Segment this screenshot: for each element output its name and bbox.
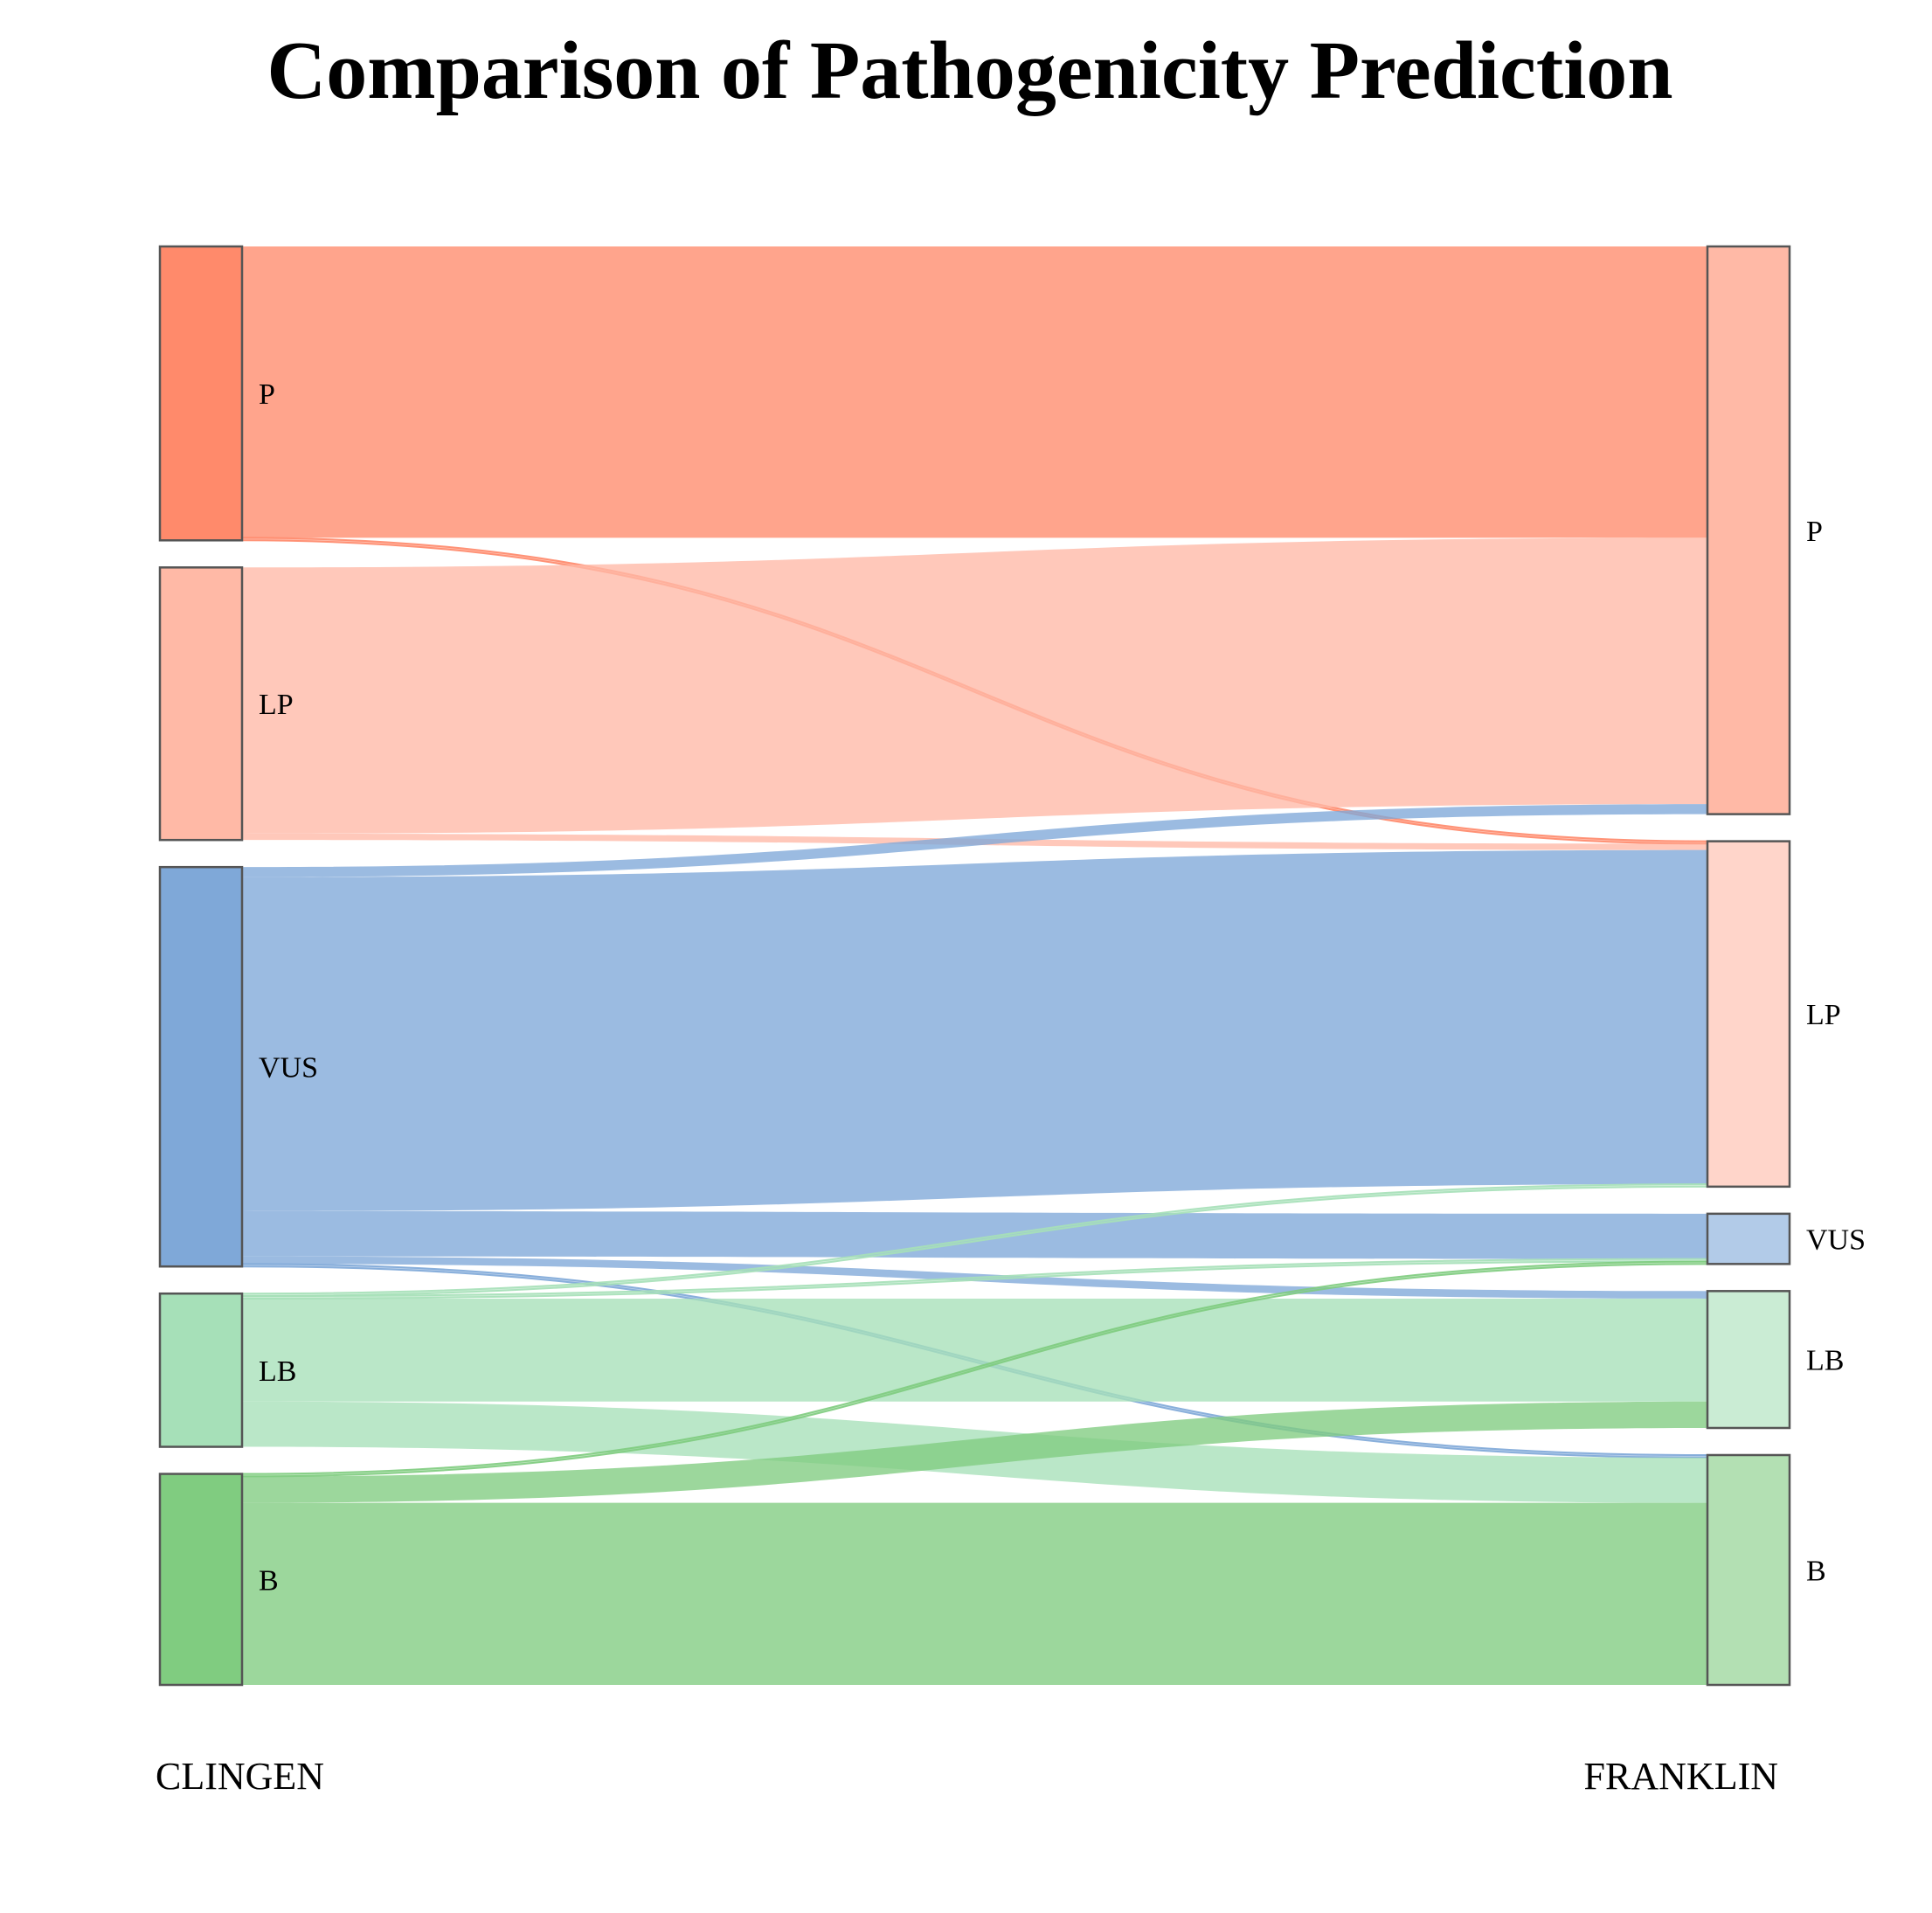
right-node-label-b: B <box>1806 1555 1826 1587</box>
labels-layer: P LP VUS LB B P LP VUS LB B <box>259 378 1866 1597</box>
sankey-link-vus-to-vus <box>242 1210 1707 1259</box>
right-node-label-lb: LB <box>1806 1345 1844 1377</box>
right-node-p <box>1706 245 1791 815</box>
chart-title: Comparison of Pathogenicity Prediction <box>267 25 1672 116</box>
right-node-vus <box>1706 1212 1791 1265</box>
links-layer <box>241 246 1708 1685</box>
sankey-link-b-to-b <box>242 1502 1707 1685</box>
nodes-layer <box>158 245 1791 1687</box>
sankey-link-vus-to-p <box>242 804 1707 877</box>
left-node-label-vus: VUS <box>259 1052 318 1085</box>
left-node-label-lb: LB <box>259 1355 296 1388</box>
right-node-label-lp: LP <box>1806 999 1841 1031</box>
right-node-label-vus: VUS <box>1806 1224 1866 1257</box>
sankey-link-p-to-p <box>242 246 1707 538</box>
right-node-lp <box>1706 840 1791 1189</box>
right-node-label-p: P <box>1806 516 1823 548</box>
right-node-b <box>1706 1453 1791 1687</box>
left-node-label-b: B <box>259 1564 279 1597</box>
sankey-link-lb-to-lb <box>242 1298 1707 1402</box>
right-axis-label: FRANKLIN <box>1584 1755 1778 1798</box>
left-node-label-lp: LP <box>259 689 294 721</box>
left-node-b <box>158 1473 244 1687</box>
sankey-link-b-to-lb <box>242 1401 1707 1503</box>
left-node-label-p: P <box>259 378 275 411</box>
sankey-link-vus-to-lp <box>242 849 1707 1211</box>
left-node-lb <box>158 1292 244 1448</box>
left-axis-label: CLINGEN <box>156 1755 324 1798</box>
left-node-vus <box>158 865 244 1268</box>
left-node-p <box>158 245 244 542</box>
left-node-lp <box>158 566 244 842</box>
right-node-lb <box>1706 1290 1791 1430</box>
sankey-link-lp-to-p <box>242 537 1707 834</box>
